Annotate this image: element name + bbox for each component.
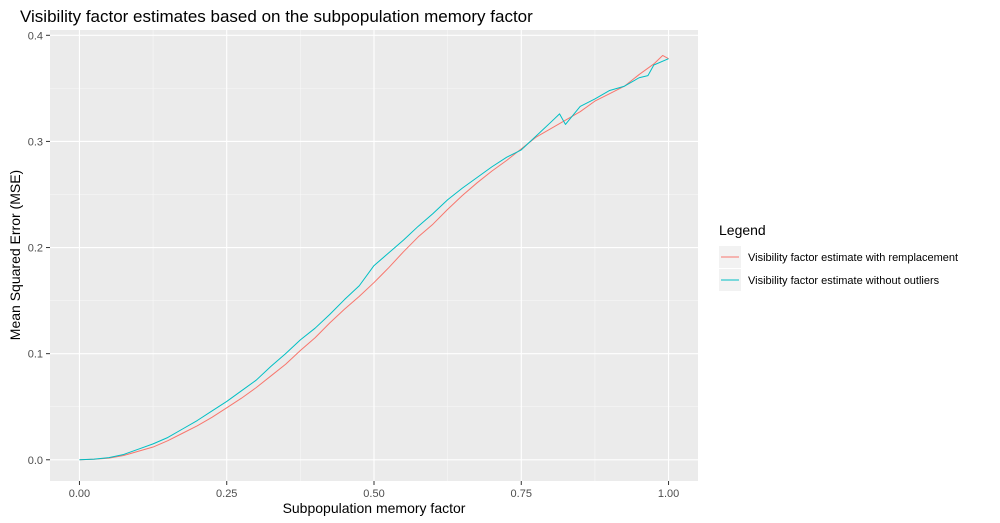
x-axis-title: Subpopulation memory factor	[283, 500, 466, 516]
legend-item-1: Visibility factor estimate with remplace…	[719, 246, 958, 268]
y-axis-title: Mean Squared Error (MSE)	[7, 170, 23, 340]
series-line-2	[79, 58, 669, 461]
x-tick-label: 0.75	[511, 488, 532, 500]
y-tick-label: 0.2	[28, 243, 43, 255]
series-line-1	[79, 54, 669, 461]
x-axis-ticks: 0.00 0.25 0.50 0.75 1.00	[69, 481, 679, 500]
legend-item-2: Visibility factor estimate without outli…	[719, 269, 940, 291]
legend-label: Visibility factor estimate with remplace…	[748, 252, 958, 264]
major-gridlines	[50, 30, 698, 481]
y-tick-label: 0.0	[28, 455, 43, 467]
legend-title: Legend	[719, 222, 766, 238]
legend: Legend Visibility factor estimate with r…	[719, 222, 958, 291]
y-axis-ticks: 0.0 0.1 0.2 0.3 0.4	[28, 30, 50, 467]
y-tick-label: 0.1	[28, 349, 43, 361]
legend-items: Visibility factor estimate with remplace…	[719, 246, 958, 291]
y-tick-label: 0.4	[28, 30, 43, 42]
x-tick-label: 0.25	[216, 488, 237, 500]
x-tick-label: 0.00	[69, 488, 90, 500]
chart-title: Visibility factor estimates based on the…	[20, 7, 533, 26]
x-tick-label: 1.00	[658, 488, 679, 500]
series-lines	[79, 54, 669, 461]
x-tick-label: 0.50	[363, 488, 384, 500]
y-tick-label: 0.3	[28, 136, 43, 148]
legend-label: Visibility factor estimate without outli…	[748, 275, 940, 287]
